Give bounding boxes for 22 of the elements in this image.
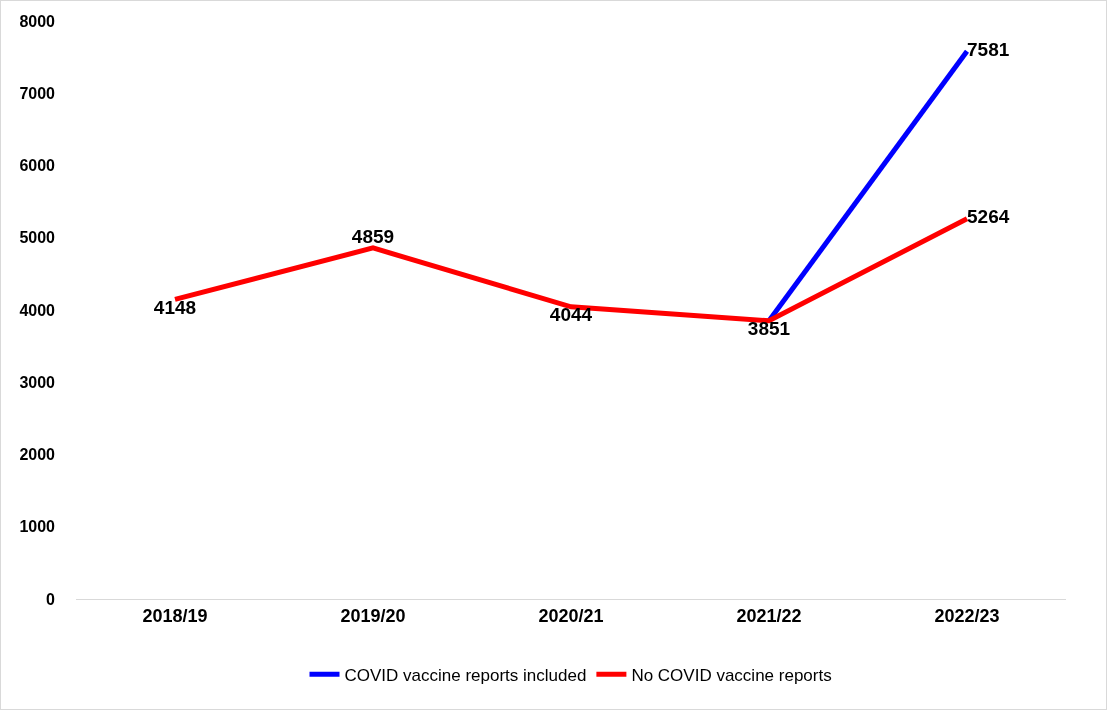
data-label: 5264 <box>967 206 1010 228</box>
legend-label: COVID vaccine reports included <box>344 665 587 685</box>
y-tick-label: 7000 <box>19 84 56 102</box>
legend-label: No COVID vaccine reports <box>631 665 832 685</box>
y-tick-label: 1000 <box>19 518 56 536</box>
x-tick-label: 2019/20 <box>340 605 406 626</box>
data-label: 7581 <box>967 39 1010 61</box>
y-tick-label: 5000 <box>19 229 56 247</box>
y-tick-label: 3000 <box>19 373 56 391</box>
y-tick-label: 8000 <box>19 12 56 30</box>
data-label: 4859 <box>351 226 395 248</box>
y-tick-label: 2000 <box>19 446 56 464</box>
x-tick-label: 2020/21 <box>538 605 604 626</box>
x-tick-label: 2018/19 <box>142 605 208 626</box>
data-label: 4044 <box>549 304 593 326</box>
data-label: 4148 <box>153 296 197 318</box>
y-tick-label: 0 <box>46 590 56 608</box>
y-tick-label: 6000 <box>19 157 56 175</box>
data-label: 3851 <box>747 318 791 340</box>
y-tick-label: 4000 <box>19 301 56 319</box>
x-tick-label: 2022/23 <box>934 605 1000 626</box>
x-tick-label: 2021/22 <box>736 605 802 626</box>
